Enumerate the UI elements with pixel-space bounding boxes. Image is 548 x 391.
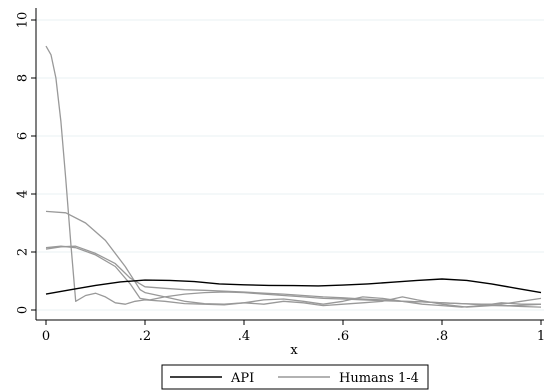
series-line-api (45, 278, 542, 295)
legend-label-humans: Humans 1-4 (339, 371, 419, 386)
legend-label-api: API (230, 371, 254, 386)
series-layer (45, 45, 542, 308)
series-line-human-4 (45, 245, 542, 308)
y-ticks: 0 2 4 6 8 10 (16, 12, 36, 314)
plot-area (36, 8, 544, 320)
y-tick-label: 10 (16, 12, 31, 29)
x-tick-label: .4 (238, 329, 250, 344)
y-tick-label: 2 (16, 248, 31, 256)
y-tick-label: 6 (16, 132, 31, 140)
y-tick-label: 0 (16, 306, 31, 314)
x-ticks: 0 .2 .4 .6 .8 1 (42, 320, 545, 344)
y-tick-label: 4 (16, 190, 31, 198)
y-tick-label: 8 (16, 74, 31, 82)
series-line-human-2 (45, 210, 541, 308)
x-axis-title: x (290, 343, 298, 358)
gridlines (36, 19, 544, 311)
x-tick-label: 1 (537, 329, 545, 344)
x-tick-label: .6 (337, 329, 349, 344)
axes (35, 8, 544, 321)
x-tick-label: .8 (436, 329, 448, 344)
x-tick-label: 0 (42, 329, 50, 344)
legend: API Humans 1-4 (161, 364, 429, 390)
x-tick-label: .2 (139, 329, 151, 344)
